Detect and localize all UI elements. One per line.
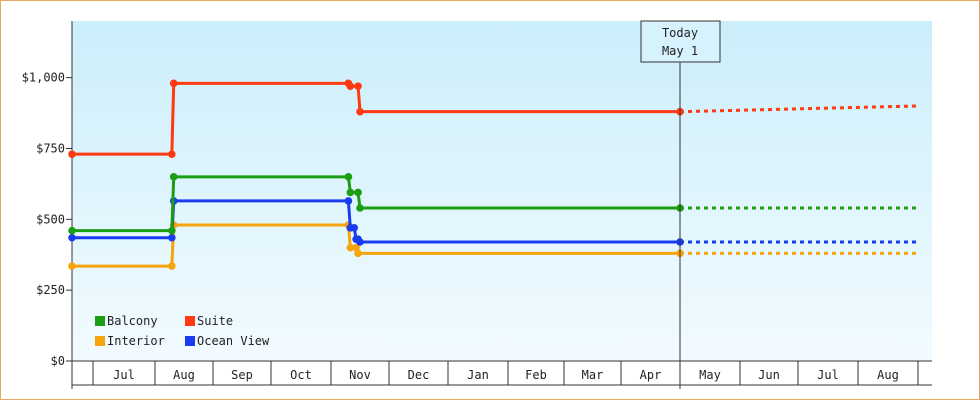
x-tick-label: Dec bbox=[408, 368, 430, 382]
data-point-suite bbox=[346, 82, 355, 90]
data-point-balcony bbox=[168, 226, 176, 235]
y-tick-label: $250 bbox=[36, 283, 65, 297]
x-tick-label: Jul bbox=[113, 368, 135, 382]
y-axis: $0 $250 $500 $750 $1,000 bbox=[22, 21, 73, 389]
data-point-suite bbox=[68, 150, 76, 158]
data-point-interior bbox=[68, 262, 76, 270]
legend-swatch-suite bbox=[185, 316, 195, 326]
data-point-balcony bbox=[346, 188, 355, 197]
x-tick-label: Nov bbox=[349, 368, 371, 382]
legend-label-ocean-view: Ocean View bbox=[197, 334, 270, 348]
data-point-suite bbox=[169, 79, 178, 88]
data-point-balcony bbox=[354, 188, 362, 197]
legend-label-balcony: Balcony bbox=[107, 314, 158, 328]
plot-area-background bbox=[72, 21, 932, 361]
data-point-ocean-view bbox=[356, 238, 364, 246]
legend-label-suite: Suite bbox=[197, 314, 233, 328]
data-point-balcony bbox=[169, 173, 178, 181]
today-label-line2: May 1 bbox=[662, 44, 698, 58]
x-tick-label: Oct bbox=[290, 368, 312, 382]
today-marker: Today May 1 bbox=[640, 20, 721, 389]
today-box bbox=[640, 20, 721, 63]
today-label-line1: Today bbox=[662, 26, 698, 40]
data-point-balcony bbox=[356, 204, 364, 212]
series-forecast-suite bbox=[679, 104, 917, 114]
x-tick-label: Jun bbox=[758, 368, 780, 382]
data-point-balcony bbox=[68, 226, 76, 235]
data-point-ocean-view bbox=[350, 224, 359, 232]
x-tick-label: Jul bbox=[817, 368, 839, 382]
legend: Balcony Suite Interior Ocean View bbox=[95, 314, 270, 348]
legend-swatch-ocean-view bbox=[185, 336, 195, 346]
y-tick-label: $1,000 bbox=[22, 71, 65, 85]
y-tick-label: $500 bbox=[36, 212, 65, 226]
data-point-ocean-view bbox=[68, 233, 76, 242]
series-balcony bbox=[68, 173, 917, 235]
y-tick-label: $0 bbox=[51, 354, 65, 368]
data-point-ocean-view bbox=[344, 197, 353, 205]
data-point-interior bbox=[346, 243, 355, 252]
legend-swatch-balcony bbox=[95, 316, 105, 326]
x-tick-label: Apr bbox=[640, 368, 662, 382]
series-suite bbox=[68, 79, 917, 158]
x-tick-label: Jan bbox=[467, 368, 489, 382]
data-point-ocean-view bbox=[168, 233, 176, 242]
series-layer bbox=[68, 79, 917, 270]
y-tick-label: $750 bbox=[36, 142, 65, 156]
x-tick-label: Feb bbox=[525, 368, 547, 382]
legend-label-interior: Interior bbox=[107, 334, 165, 348]
legend-swatch-interior bbox=[95, 336, 105, 346]
data-point-balcony bbox=[344, 173, 353, 181]
data-point-suite bbox=[168, 150, 176, 158]
x-tick-label: Aug bbox=[173, 368, 195, 382]
data-point-interior bbox=[354, 249, 362, 258]
data-point-interior bbox=[168, 262, 176, 270]
x-tick-label: Aug bbox=[877, 368, 899, 382]
data-point-suite bbox=[356, 107, 364, 116]
data-point-suite bbox=[354, 82, 362, 90]
x-tick-label: May bbox=[699, 368, 721, 382]
x-tick-label: Sep bbox=[231, 368, 253, 382]
x-tick-label: Mar bbox=[582, 368, 604, 382]
x-axis: Jul Aug Sep Oct Nov Dec Jan Feb Mar Apr May Jun Jul A… bbox=[72, 360, 932, 386]
